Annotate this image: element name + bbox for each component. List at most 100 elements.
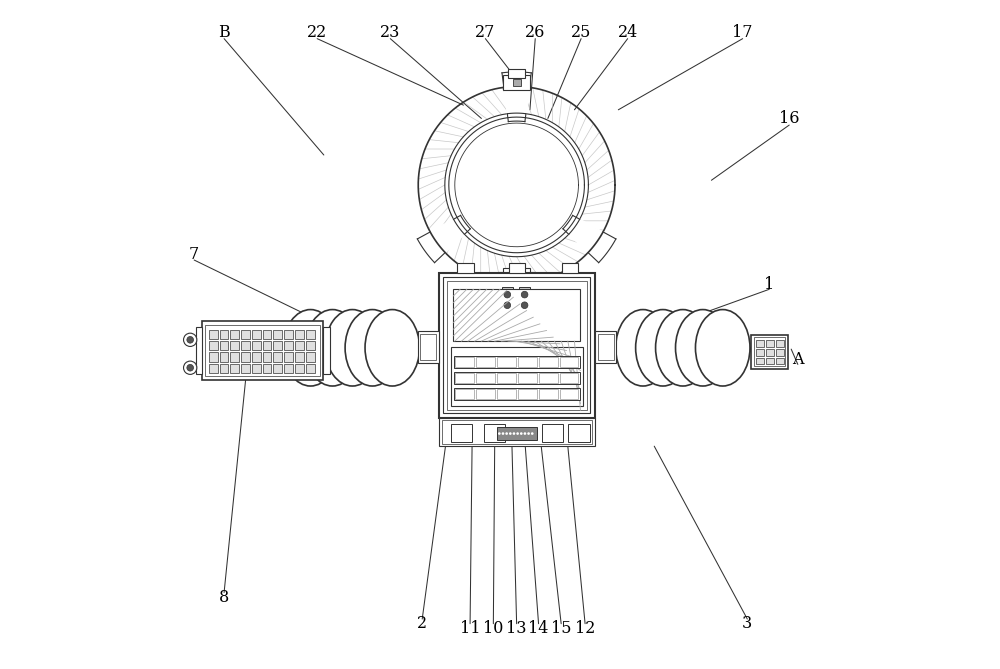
Circle shape: [531, 432, 534, 435]
Bar: [560, 373, 578, 383]
Text: B: B: [218, 23, 230, 41]
Bar: [776, 349, 784, 356]
Bar: [439, 417, 595, 446]
Ellipse shape: [656, 310, 710, 386]
Ellipse shape: [676, 310, 730, 386]
Text: 9: 9: [206, 351, 216, 368]
Text: 17: 17: [732, 23, 753, 41]
Bar: [560, 357, 578, 367]
Bar: [508, 68, 525, 78]
Bar: [220, 364, 228, 373]
Bar: [220, 353, 228, 362]
Bar: [284, 330, 293, 339]
Bar: [209, 341, 218, 351]
Ellipse shape: [283, 310, 338, 386]
Bar: [498, 272, 535, 286]
Bar: [518, 357, 537, 367]
Text: 15: 15: [551, 620, 571, 637]
Ellipse shape: [325, 310, 380, 386]
Bar: [751, 334, 788, 369]
Bar: [476, 357, 495, 367]
Bar: [209, 330, 218, 339]
Bar: [263, 364, 271, 373]
Bar: [457, 264, 474, 273]
Bar: [263, 341, 271, 351]
Bar: [447, 281, 587, 409]
Bar: [542, 424, 563, 442]
Ellipse shape: [365, 310, 420, 386]
Bar: [756, 341, 764, 347]
Bar: [476, 373, 495, 383]
Bar: [295, 341, 304, 351]
Bar: [273, 341, 282, 351]
Bar: [455, 389, 474, 399]
Bar: [209, 364, 218, 373]
Bar: [598, 334, 614, 361]
Text: 8: 8: [219, 589, 229, 605]
Text: 23: 23: [380, 23, 400, 41]
Bar: [295, 330, 304, 339]
Bar: [284, 364, 293, 373]
Bar: [484, 424, 505, 442]
Bar: [497, 389, 516, 399]
Bar: [454, 372, 580, 385]
Bar: [323, 326, 330, 375]
Bar: [263, 353, 271, 362]
Circle shape: [513, 432, 515, 435]
Text: 16: 16: [779, 110, 799, 127]
Bar: [230, 353, 239, 362]
Bar: [418, 331, 439, 363]
Polygon shape: [568, 219, 604, 254]
Bar: [420, 334, 436, 361]
Text: 1: 1: [764, 276, 774, 293]
Text: 14: 14: [528, 620, 549, 637]
Bar: [306, 341, 315, 351]
Text: A: A: [792, 351, 804, 368]
Bar: [455, 373, 474, 383]
Circle shape: [505, 432, 508, 435]
Bar: [273, 364, 282, 373]
Bar: [306, 364, 315, 373]
Bar: [476, 389, 495, 399]
Text: 27: 27: [475, 23, 496, 41]
Text: 22: 22: [307, 23, 327, 41]
Bar: [776, 358, 784, 365]
Bar: [766, 341, 774, 347]
Circle shape: [184, 361, 197, 375]
Bar: [497, 357, 516, 367]
Bar: [756, 349, 764, 356]
Bar: [562, 264, 578, 273]
Bar: [595, 331, 616, 363]
Circle shape: [524, 432, 526, 435]
Bar: [766, 349, 774, 356]
Ellipse shape: [305, 310, 360, 386]
Circle shape: [498, 432, 501, 435]
Bar: [284, 341, 293, 351]
Bar: [756, 358, 764, 365]
Text: 3: 3: [742, 615, 752, 632]
Circle shape: [527, 432, 530, 435]
Circle shape: [504, 302, 511, 308]
Bar: [518, 373, 537, 383]
Bar: [766, 358, 774, 365]
Circle shape: [187, 365, 194, 371]
Bar: [284, 353, 293, 362]
Bar: [306, 330, 315, 339]
Ellipse shape: [616, 310, 670, 386]
Bar: [295, 364, 304, 373]
Bar: [220, 341, 228, 351]
Bar: [539, 389, 558, 399]
Bar: [263, 330, 271, 339]
Bar: [454, 356, 580, 369]
Bar: [539, 373, 558, 383]
Circle shape: [521, 291, 528, 298]
Bar: [230, 364, 239, 373]
Bar: [241, 364, 250, 373]
Bar: [451, 424, 472, 442]
Bar: [241, 341, 250, 351]
Bar: [497, 373, 516, 383]
Bar: [453, 289, 580, 341]
Bar: [454, 388, 580, 400]
Circle shape: [521, 302, 528, 308]
Bar: [209, 353, 218, 362]
